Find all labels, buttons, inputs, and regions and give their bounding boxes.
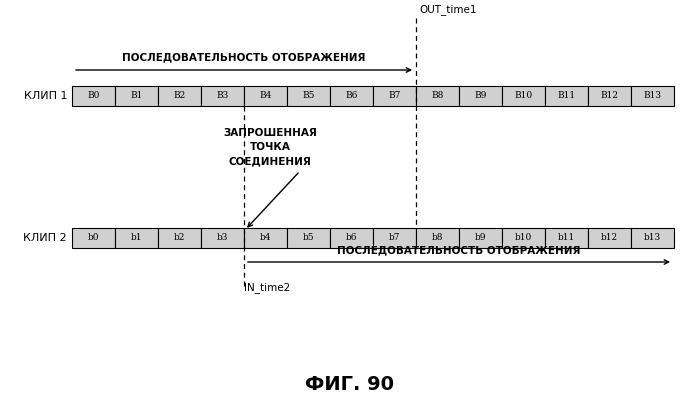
Bar (330, 86, 373, 106)
Bar (459, 86, 502, 106)
Bar (588, 228, 631, 248)
Bar (158, 228, 201, 248)
Bar (244, 86, 287, 106)
Bar (502, 86, 545, 106)
Text: B3: B3 (217, 91, 229, 100)
Text: b1: b1 (131, 233, 143, 242)
Bar (201, 228, 244, 248)
Text: B2: B2 (173, 91, 186, 100)
Bar (115, 86, 158, 106)
Text: СОЕДИНЕНИЯ: СОЕДИНЕНИЯ (229, 156, 312, 166)
Bar (287, 228, 330, 248)
Bar (158, 86, 201, 106)
Bar (287, 86, 330, 106)
Text: b7: b7 (389, 233, 401, 242)
Text: b5: b5 (303, 233, 315, 242)
Text: b10: b10 (515, 233, 532, 242)
Bar (244, 228, 287, 248)
Bar (72, 228, 115, 248)
Bar (459, 228, 502, 248)
Bar (631, 228, 674, 248)
Bar (545, 86, 588, 106)
Bar (115, 228, 158, 248)
Text: B13: B13 (644, 91, 661, 100)
Text: b13: b13 (644, 233, 661, 242)
Bar (588, 86, 631, 106)
Bar (373, 86, 416, 106)
Text: b2: b2 (174, 233, 185, 242)
Bar (330, 228, 373, 248)
Text: B1: B1 (130, 91, 143, 100)
Text: B10: B10 (514, 91, 533, 100)
Text: B7: B7 (389, 91, 401, 100)
Bar (416, 86, 459, 106)
Text: ЗАПРОШЕННАЯ: ЗАПРОШЕННАЯ (223, 128, 317, 138)
Text: b11: b11 (558, 233, 575, 242)
Bar (201, 86, 244, 106)
Text: B5: B5 (302, 91, 315, 100)
Bar (545, 228, 588, 248)
Bar (373, 228, 416, 248)
Text: IN_time2: IN_time2 (244, 283, 290, 293)
Text: B11: B11 (557, 91, 575, 100)
Text: ПОСЛЕДОВАТЕЛЬНОСТЬ ОТОБРАЖЕНИЯ: ПОСЛЕДОВАТЕЛЬНОСТЬ ОТОБРАЖЕНИЯ (337, 245, 581, 255)
Text: ФИГ. 90: ФИГ. 90 (305, 375, 394, 395)
Bar (502, 228, 545, 248)
Bar (416, 228, 459, 248)
Text: OUT_time1: OUT_time1 (419, 4, 477, 16)
Text: B4: B4 (259, 91, 272, 100)
Text: b8: b8 (432, 233, 443, 242)
Text: B9: B9 (475, 91, 487, 100)
Text: b12: b12 (601, 233, 618, 242)
Text: ТОЧКА: ТОЧКА (250, 142, 291, 152)
Bar (631, 86, 674, 106)
Text: ПОСЛЕДОВАТЕЛЬНОСТЬ ОТОБРАЖЕНИЯ: ПОСЛЕДОВАТЕЛЬНОСТЬ ОТОБРАЖЕНИЯ (122, 52, 366, 62)
Text: B12: B12 (600, 91, 619, 100)
Text: b0: b0 (88, 233, 99, 242)
Text: КЛИП 1: КЛИП 1 (24, 91, 67, 101)
Text: b4: b4 (260, 233, 271, 242)
Bar (72, 86, 115, 106)
Text: КЛИП 2: КЛИП 2 (23, 233, 67, 243)
Text: b6: b6 (346, 233, 357, 242)
Text: B6: B6 (345, 91, 358, 100)
Text: b3: b3 (217, 233, 228, 242)
Text: b9: b9 (475, 233, 487, 242)
Text: B8: B8 (431, 91, 444, 100)
Text: B0: B0 (87, 91, 100, 100)
